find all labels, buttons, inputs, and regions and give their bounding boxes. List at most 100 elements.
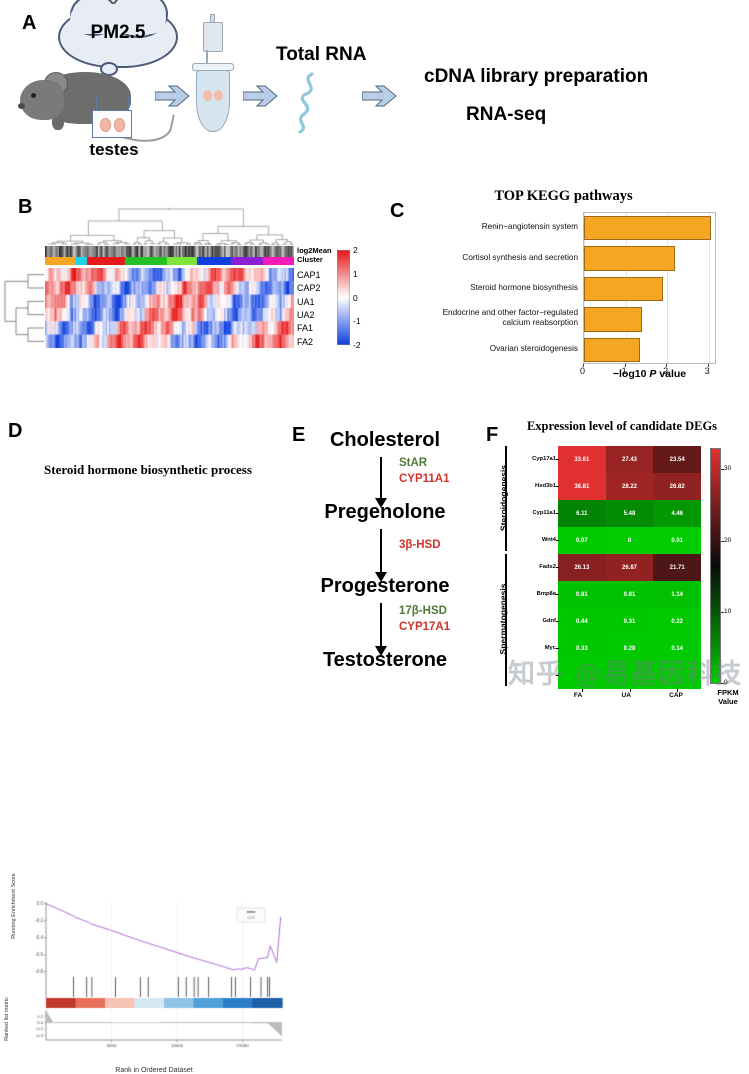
deg-row-label-cyp11a1: Cyp11a1 [532,510,556,516]
gsea-y-axis-label: Running Enrichment Score [11,873,17,939]
mouse-head [20,80,64,120]
testes-label: testes [89,140,139,159]
enzyme-star-label: StAR [399,457,428,469]
pathway-node-testosterone: Testosterone [322,649,448,671]
deg-cell-myc-cap: 0.14 [653,635,701,662]
panel-e-steroid-pathway: Cholesterol StAR CYP11A1 Pregenolone 3β-… [285,415,485,710]
enzyme-17bhsd-label: 17β-HSD [399,605,447,617]
panel-f-letter: F [486,424,499,446]
testes-pointer-right [128,96,129,114]
enzyme-3bhsd-label: 3β-HSD [399,539,441,551]
gsea-x-axis-label: Rank in Ordered Dataset [115,1067,193,1074]
deg-cell-gdnf-ua: 0.31 [605,608,654,635]
testes-pointer-left [96,96,97,114]
kegg-gridline-2 [667,213,669,363]
kegg-category-label-4: Ovarian steroidogenesis [489,343,578,353]
fpkm-colorbar-tickmark-20 [721,540,724,542]
heatmap-colorbar [337,250,350,345]
deg-row-tick-0 [556,459,559,460]
kegg-category-label-0: Renin−angiotensin system [481,222,578,232]
testis-left [100,118,111,132]
deg-heatmap-title: Expression level of candidate DEGs [526,419,718,433]
cluster-annotation-bar [45,257,294,265]
fpkm-colorbar-tickmark-0 [721,683,724,684]
deg-cell-bmp8a-ua: 0.81 [605,581,654,608]
heatmap-row-label-ua1: UA1 [297,296,315,307]
log2mean-annotation-bar [45,246,294,257]
deg-cell-cyp17a1-fa: 33.61 [558,446,606,473]
deg-cell-cyp17a1-cap: 23.54 [653,446,701,473]
deg-row-label-gdnf: Gdnf [542,618,556,624]
kegg-chart-title: TOP KEGG pathways [494,188,633,204]
arrow-2-icon [243,84,283,108]
tube-tissue-left [203,90,212,101]
colorbar-tick-0: 2 [353,245,358,255]
panel-a-letter: A [22,12,37,34]
kegg-category-label-2: Steroid hormone biosynthesis [470,283,578,292]
deg-column-label-ua: UA [621,692,631,699]
tube-tissue-right [214,90,223,101]
panel-c-letter: C [390,200,405,222]
pm25-cloud-label: PM2.5 [90,22,146,43]
deg-column-label-fa: FA [573,692,583,699]
pathway-node-progesterone: Progesterone [320,575,450,597]
panel-d-letter: D [8,420,23,442]
kegg-xtick-1: 1 [621,366,627,376]
pathway-arrow-1-icon [375,457,387,508]
deg-group-label-steroidogenesis: Steroidogenesis [498,464,508,531]
panel-d-gsea: Running Enrichment Score Ranked list met… [0,408,290,1074]
deg-row-tick-5 [556,594,559,595]
deg-cell-hsd3b1-fa: 36.81 [558,473,606,500]
deg-cell-cyp11a1-ua: 5.48 [605,500,654,527]
deg-cell-wnt4-ua: 0 [605,527,654,554]
expression-heatmap [45,268,294,348]
fpkm-colorbar-tickmark-10 [721,611,724,613]
column-dendrogram [45,206,294,246]
fpkm-colorbar-tick-30: 30 [724,465,732,473]
deg-row-tick-7 [556,648,559,649]
tube-hinge [206,50,208,66]
tube-cap-icon [203,22,223,52]
kegg-bar-4 [584,337,641,362]
colorbar-tick-3: -1 [353,316,361,327]
kegg-category-label-1: Cortisol synthesis and secretion [462,252,578,262]
heatmap-row-label-fa1: FA1 [297,323,314,334]
fpkm-colorbar-label: FPKM Value [717,688,739,706]
mouse-eye [31,93,36,98]
deg-row-label-fads2: Fads2 [539,564,556,570]
deg-row-label-hsd3b1: Hsd3b1 [535,483,556,489]
row-dendrogram [2,268,44,348]
testes-box-icon [92,110,132,138]
cloud-mask [70,4,166,34]
deg-column-tick-0 [581,689,583,692]
deg-cell-hsd3b1-cap: 26.82 [653,473,701,500]
deg-row-label-myc: Myc [544,645,556,651]
kegg-bar-3 [584,307,643,332]
kegg-x-axis-label: −log10 P value [612,368,687,380]
deg-cell-cyp11a1-cap: 4.46 [653,500,701,527]
kegg-xtick-2: 2 [663,366,669,376]
colorbar-tick-4: -2 [353,340,361,350]
deg-group-bracket-spermatogenesis [505,554,507,686]
deg-cell-hsd3b1-ua: 28.22 [605,473,654,500]
deg-cell-myc-fa: 0.33 [558,635,606,662]
heatmap-row-label-cap1: CAP1 [297,270,321,280]
deg-row-label-wnt4: Wnt4 [541,537,556,543]
deg-cell-myc-ua: 0.28 [605,635,654,662]
deg-cell-kit-cap [653,662,701,689]
deg-row-label-cyp17a1: Cyp17a1 [532,456,556,462]
pathway-arrow-2-icon [375,529,387,582]
gsea-y-axis-label-2: Ranked list metric [4,997,10,1041]
panel-b-letter: B [18,196,33,218]
deg-cell-wnt4-fa: 0.07 [558,527,606,554]
rna-strand-icon [290,72,330,139]
deg-group-bracket-steroidogenesis [505,446,507,551]
deg-cell-gdnf-cap: 0.22 [653,608,701,635]
panel-e-letter: E [292,424,306,446]
deg-row-tick-3 [556,540,559,541]
fpkm-colorbar-tick-10: 10 [724,607,732,615]
pathway-node-cholesterol: Cholesterol [329,429,441,451]
deg-cell-bmp8a-fa: 0.81 [558,581,606,608]
deg-row-tick-1 [556,486,559,487]
kegg-xtick-mark-1 [624,364,626,367]
